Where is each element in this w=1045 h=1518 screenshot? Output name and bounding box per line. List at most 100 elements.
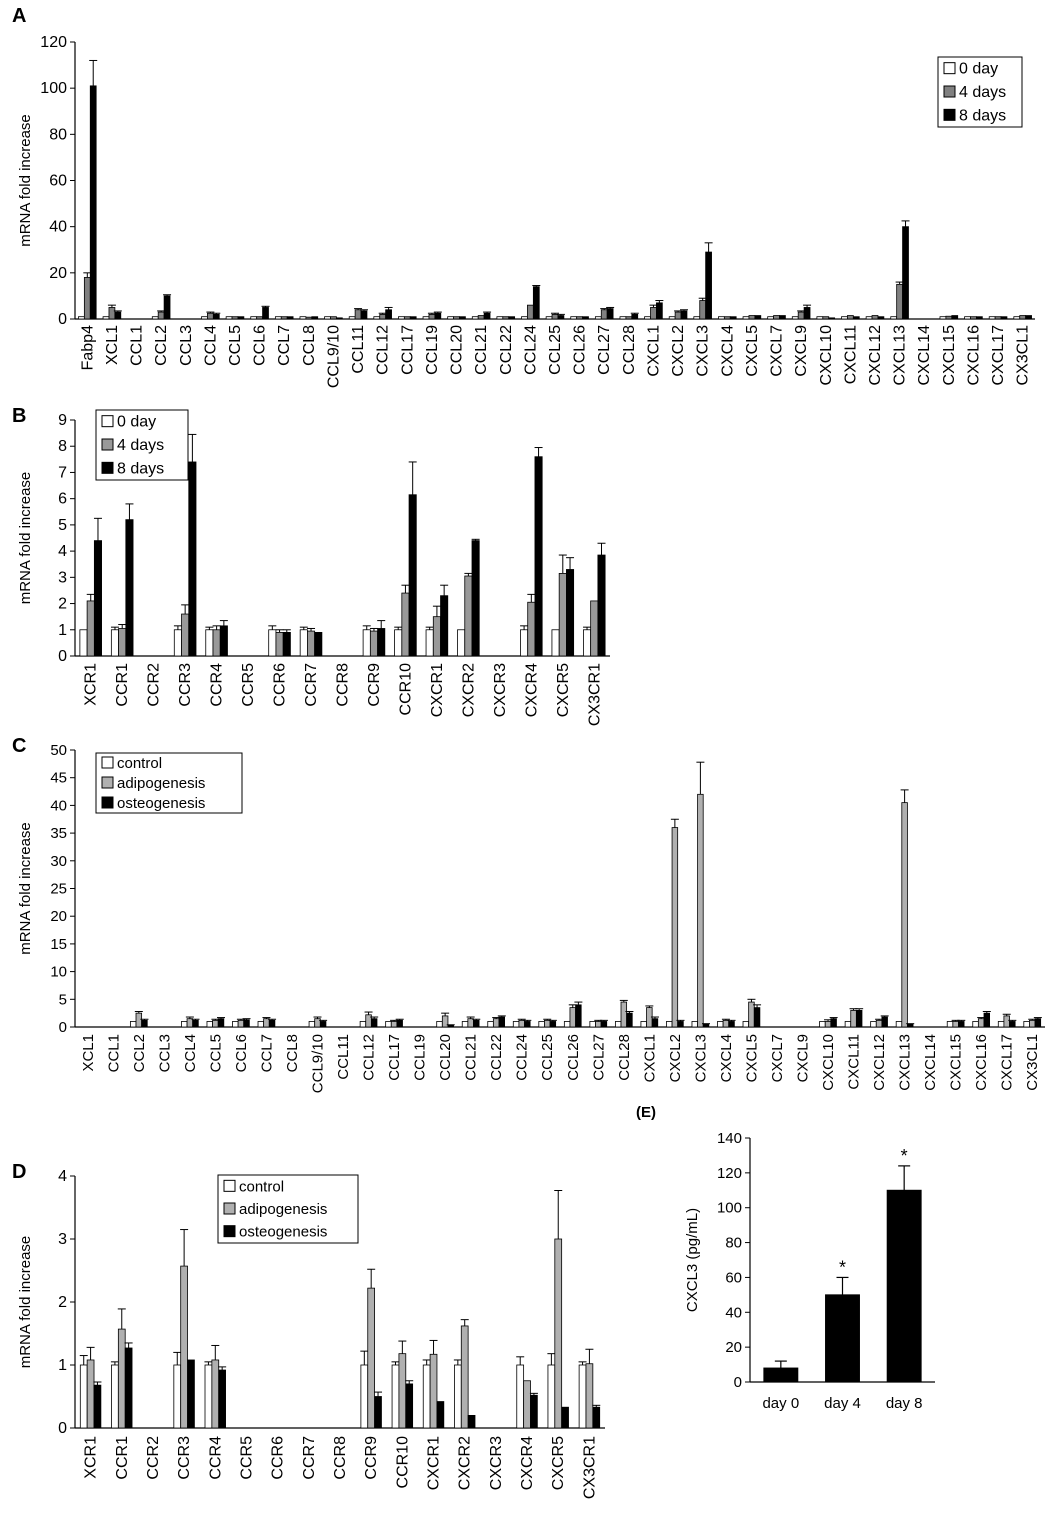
x-tick-label: CXCL12 bbox=[867, 325, 884, 386]
bar bbox=[1000, 316, 1008, 320]
x-tick-label: CCR9 bbox=[366, 663, 383, 707]
bar bbox=[614, 1021, 622, 1028]
bar bbox=[626, 1012, 633, 1028]
bar bbox=[680, 310, 688, 320]
x-tick-label: CXCL7 bbox=[769, 1034, 786, 1082]
bar bbox=[902, 226, 909, 320]
bar bbox=[693, 316, 701, 320]
y-axis-label: mRNA fold increase bbox=[17, 114, 34, 247]
legend: control adipogenesis osteogenesis bbox=[217, 1174, 359, 1244]
x-tick-label: CCR7 bbox=[303, 663, 320, 707]
bar bbox=[307, 630, 316, 657]
bar bbox=[983, 1012, 991, 1028]
bar bbox=[496, 316, 504, 320]
legend-label: 8 days bbox=[959, 107, 1006, 124]
bar bbox=[590, 600, 599, 657]
x-tick-label: CXCL9 bbox=[795, 1034, 812, 1082]
bar bbox=[398, 316, 405, 320]
bar bbox=[824, 1021, 832, 1028]
bar bbox=[192, 1019, 199, 1028]
bar bbox=[895, 1021, 903, 1028]
bar bbox=[547, 1364, 556, 1429]
bar bbox=[595, 1021, 602, 1028]
legend-swatch bbox=[223, 1179, 236, 1192]
x-tick-label: CCR10 bbox=[397, 663, 414, 716]
x-tick-label: CCL19 bbox=[412, 1034, 429, 1081]
x-tick-label: CXCL9 bbox=[793, 325, 810, 377]
x-tick-label: CXCR3 bbox=[488, 1436, 505, 1490]
bar bbox=[336, 317, 343, 320]
x-tick-label: CCL3 bbox=[178, 325, 195, 366]
bar bbox=[117, 1328, 126, 1429]
x-tick-label: CCL11 bbox=[335, 1034, 352, 1080]
bar bbox=[964, 316, 971, 320]
bar bbox=[718, 316, 725, 320]
bar bbox=[600, 1021, 608, 1028]
bar bbox=[163, 295, 171, 320]
bar bbox=[594, 316, 602, 320]
bar bbox=[256, 316, 263, 320]
bar bbox=[877, 316, 885, 320]
x-tick-label: CXCR4 bbox=[523, 663, 540, 717]
bar bbox=[409, 316, 417, 320]
bar bbox=[373, 316, 381, 320]
x-tick-label: CCL9/10 bbox=[310, 1034, 327, 1093]
legend-swatch bbox=[943, 85, 956, 98]
y-axis-label: mRNA fold increase bbox=[17, 822, 34, 955]
bar bbox=[330, 316, 337, 320]
bar bbox=[527, 601, 536, 657]
bar bbox=[650, 307, 657, 320]
y-tick-label: 0 bbox=[58, 1420, 67, 1437]
x-tick-label: CCL12 bbox=[361, 1034, 378, 1081]
x-tick-label: day 4 bbox=[824, 1395, 861, 1412]
bar bbox=[454, 1364, 462, 1429]
bar bbox=[671, 827, 679, 1028]
y-tick-label: 45 bbox=[50, 770, 67, 787]
bar bbox=[855, 1009, 863, 1028]
bar bbox=[219, 625, 228, 657]
x-tick-label: CCL26 bbox=[565, 1034, 582, 1081]
y-tick-label: 25 bbox=[50, 881, 67, 898]
bar bbox=[753, 1007, 761, 1028]
x-tick-label: CXCL11 bbox=[842, 325, 859, 384]
bar bbox=[592, 1406, 601, 1429]
bar bbox=[498, 1016, 506, 1028]
bar bbox=[773, 315, 780, 320]
bar bbox=[398, 1353, 407, 1429]
bar bbox=[521, 316, 528, 320]
bar bbox=[157, 311, 165, 320]
bar bbox=[467, 1415, 476, 1429]
bar bbox=[390, 1021, 398, 1028]
bar bbox=[699, 300, 707, 320]
bar bbox=[459, 316, 466, 320]
bar bbox=[487, 1021, 494, 1028]
legend-swatch bbox=[223, 1202, 236, 1215]
bar bbox=[875, 1019, 883, 1028]
bar bbox=[460, 1325, 469, 1429]
bar bbox=[124, 1347, 133, 1429]
bar bbox=[205, 629, 214, 657]
panel-label: (E) bbox=[636, 1104, 656, 1121]
bar bbox=[534, 456, 543, 657]
bar bbox=[374, 1396, 382, 1429]
y-tick-label: 140 bbox=[717, 1130, 742, 1147]
x-tick-label: CCR7 bbox=[301, 1436, 318, 1480]
bar bbox=[354, 309, 362, 320]
x-tick-label: CCR9 bbox=[363, 1436, 380, 1480]
bar bbox=[207, 312, 214, 320]
x-tick-label: CX3CR1 bbox=[586, 663, 603, 726]
x-tick-label: CCL27 bbox=[596, 325, 613, 375]
y-axis-label: CXCL3 (pg/mL) bbox=[684, 1208, 701, 1312]
bar bbox=[822, 316, 830, 320]
x-tick-label: CX3CL1 bbox=[1015, 325, 1032, 386]
bar bbox=[946, 1021, 954, 1028]
bar bbox=[461, 1021, 469, 1028]
y-tick-label: 0 bbox=[58, 648, 67, 665]
y-tick-label: 6 bbox=[58, 491, 67, 508]
x-tick-label: XCR1 bbox=[83, 1436, 100, 1479]
x-tick-label: CCR8 bbox=[332, 1436, 349, 1480]
bar bbox=[187, 1359, 195, 1429]
bar bbox=[1034, 1018, 1042, 1028]
y-tick-label: 60 bbox=[49, 173, 67, 190]
